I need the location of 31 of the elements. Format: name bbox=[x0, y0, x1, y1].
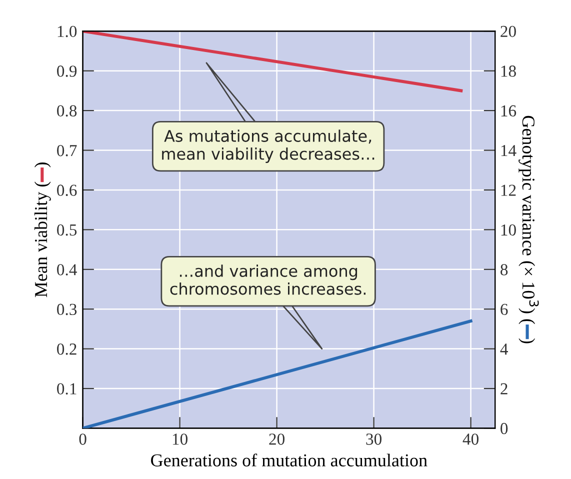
x-tick-label: 10 bbox=[172, 434, 188, 445]
y-tick-label: 1.0 bbox=[58, 26, 77, 38]
y2-tick-label: 20 bbox=[500, 26, 516, 38]
y-tick-label: 0.2 bbox=[57, 344, 76, 355]
y-axis-title: Mean viability ( ) bbox=[34, 162, 51, 298]
x-tick-label: 30 bbox=[366, 434, 382, 445]
x-tick-label: 20 bbox=[269, 434, 284, 445]
y2-tick-label: 14 bbox=[501, 145, 516, 156]
x-tick-label: 40 bbox=[462, 434, 479, 445]
y-tick-label: 0.5 bbox=[57, 224, 77, 236]
y-tick-label: 0.4 bbox=[57, 264, 77, 276]
y-tick-label: 0.3 bbox=[57, 304, 77, 316]
annotation: As mutations accumulate, mean viability decreases… bbox=[162, 130, 374, 163]
y2-axis-title: Genotypic variance (× 10$^{3}$) ( ) bbox=[518, 116, 539, 344]
y2-tick-label: 16 bbox=[501, 105, 516, 116]
y2-tick-label: 6 bbox=[500, 304, 508, 316]
y2-tick-label: 8 bbox=[500, 264, 508, 276]
y-tick-label: 0.7 bbox=[57, 144, 77, 156]
y-tick-label: 0.1 bbox=[57, 383, 76, 395]
y2-tick-label: 0 bbox=[500, 422, 508, 434]
y-tick-label: 0.9 bbox=[57, 66, 77, 77]
x-axis-title: Generations of mutation accumulation bbox=[151, 454, 428, 466]
y-tick-label: 0.6 bbox=[57, 184, 77, 196]
y2-tick-label: 18 bbox=[501, 66, 516, 77]
y2-tick-label: 10 bbox=[501, 224, 516, 236]
y2-tick-label: 12 bbox=[501, 184, 516, 196]
annotation: …and variance among chromosomes increases. bbox=[170, 264, 366, 295]
y2-tick-label: 2 bbox=[500, 383, 508, 394]
y-tick-label: 0.8 bbox=[57, 105, 77, 117]
x-tick-label: 0 bbox=[79, 434, 86, 445]
y2-tick-label: 4 bbox=[500, 344, 508, 355]
